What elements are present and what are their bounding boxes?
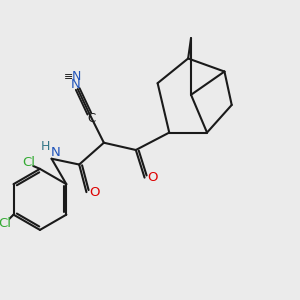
Text: O: O <box>89 186 100 199</box>
Text: C: C <box>87 112 95 124</box>
Text: N: N <box>50 146 60 159</box>
Text: Cl: Cl <box>0 217 11 230</box>
Text: H: H <box>40 140 50 153</box>
Text: N: N <box>70 78 80 91</box>
Text: N: N <box>72 70 81 83</box>
Text: O: O <box>147 171 158 184</box>
Text: Cl: Cl <box>22 156 35 169</box>
Text: ≡: ≡ <box>64 72 74 82</box>
